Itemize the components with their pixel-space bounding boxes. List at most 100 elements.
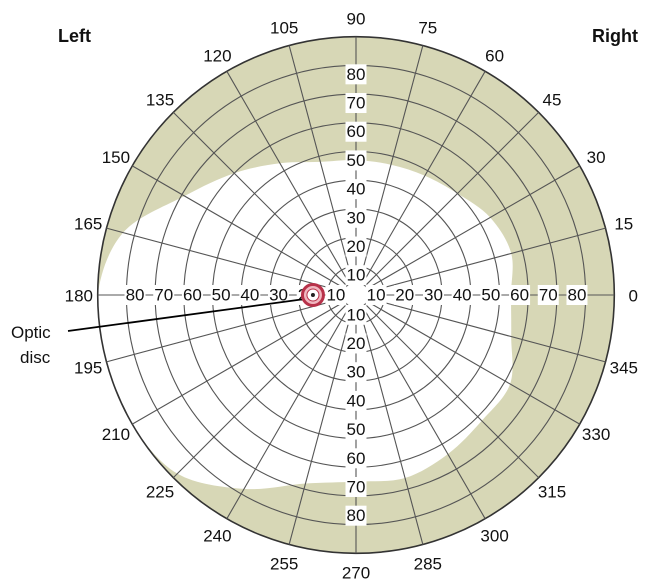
ring-label-down-20-bg — [345, 333, 367, 354]
ring-label-left-40: 40 — [240, 286, 259, 305]
ring-label-down-20: 20 — [347, 334, 366, 353]
ring-label-right-20-bg — [394, 285, 416, 305]
ring-label-down-40: 40 — [347, 391, 366, 410]
angle-label-180: 180 — [65, 287, 93, 306]
spoke-225 — [172, 303, 348, 479]
angle-label-285: 285 — [414, 554, 442, 573]
ring-label-right-70: 70 — [539, 286, 558, 305]
ring-label-up-60: 60 — [347, 122, 366, 141]
ring-label-up-50-bg — [345, 150, 367, 171]
ring-label-right-40: 40 — [453, 286, 472, 305]
angle-label-15: 15 — [614, 215, 633, 234]
ring-label-up-20: 20 — [347, 237, 366, 256]
ring-label-right-80-bg — [566, 285, 588, 305]
optic-disc — [300, 283, 325, 307]
ring-label-left-50: 50 — [212, 286, 231, 305]
ring-label-up-10: 10 — [347, 266, 366, 285]
ring-label-right-20: 20 — [395, 286, 414, 305]
ring-label-right-70-bg — [537, 285, 559, 305]
angle-label-105: 105 — [270, 19, 298, 38]
angle-label-60: 60 — [485, 46, 504, 65]
ring-label-left-50-bg — [210, 285, 232, 305]
ring-label-left-40-bg — [239, 285, 261, 305]
spoke-255 — [288, 307, 354, 545]
angle-label-90: 90 — [347, 9, 366, 28]
fixation-point — [342, 281, 370, 309]
ring-label-left-80: 80 — [126, 286, 145, 305]
spoke-195 — [106, 297, 344, 363]
ring-label-right-50-bg — [480, 285, 502, 305]
ring-label-down-30: 30 — [347, 363, 366, 382]
ring-label-left-60-bg — [181, 285, 203, 305]
angle-label-345: 345 — [610, 358, 638, 377]
ring-label-up-70-bg — [345, 93, 367, 114]
ring-label-down-10: 10 — [347, 305, 366, 324]
angle-label-0: 0 — [628, 287, 637, 306]
optic-disc-label-line1: Optic — [11, 323, 51, 342]
spoke-135 — [172, 111, 348, 287]
spoke-120 — [226, 71, 350, 285]
ring-label-left-60: 60 — [183, 286, 202, 305]
angle-label-225: 225 — [146, 483, 174, 502]
optic-disc-center — [310, 293, 315, 297]
optic-disc-label-line2: disc — [20, 348, 51, 367]
angle-labels: 0 15 30 45 60 75 90 105 120 135 150 165 180 195 210 225… — [65, 9, 638, 582]
spoke-240 — [226, 305, 350, 519]
spoke-105 — [288, 45, 354, 283]
ring-label-down-80: 80 — [347, 506, 366, 525]
ring-label-up-40-bg — [345, 179, 367, 200]
ring-label-down-80-bg — [345, 505, 367, 526]
ring-label-up-80: 80 — [347, 65, 366, 84]
ring-label-up-20-bg — [345, 236, 367, 257]
spoke-15 — [368, 227, 606, 293]
ring-label-up-40: 40 — [347, 180, 366, 199]
ring-label-left-10-bg — [325, 285, 347, 305]
angle-label-45: 45 — [543, 91, 562, 110]
ring-label-up-60-bg — [345, 121, 367, 142]
spoke-45 — [364, 111, 540, 287]
ring-label-down-70-bg — [345, 476, 367, 497]
angle-label-75: 75 — [418, 19, 437, 38]
angle-label-315: 315 — [538, 483, 566, 502]
ring-label-left-30: 30 — [269, 286, 288, 305]
ring-label-up-10-bg — [345, 265, 367, 286]
spoke-60 — [362, 71, 486, 285]
spoke-330 — [366, 301, 580, 425]
right-eye-label: Right — [592, 26, 638, 46]
ring-label-right-10-bg — [365, 285, 387, 305]
ring-label-down-10-bg — [345, 304, 367, 325]
angle-label-120: 120 — [203, 46, 231, 65]
ring-label-right-30: 30 — [424, 286, 443, 305]
ring-label-down-50: 50 — [347, 420, 366, 439]
ring-label-up-50: 50 — [347, 151, 366, 170]
ring-label-down-70: 70 — [347, 477, 366, 496]
optic-disc-leader-line — [67, 298, 306, 332]
spoke-75 — [358, 45, 424, 283]
ring-label-up-70: 70 — [347, 94, 366, 113]
angle-label-300: 300 — [480, 527, 508, 546]
ring-label-down-60: 60 — [347, 449, 366, 468]
ring-label-right-50: 50 — [481, 286, 500, 305]
ring-label-left-70-bg — [153, 285, 175, 305]
ring-label-down-30-bg — [345, 362, 367, 383]
optic-disc-callout: Optic disc — [11, 298, 306, 367]
ring-label-right-60: 60 — [510, 286, 529, 305]
ring-label-right-10: 10 — [367, 286, 386, 305]
ring-label-up-80-bg — [345, 64, 367, 85]
spoke-165 — [106, 227, 344, 293]
angle-label-195: 195 — [74, 358, 102, 377]
ring-label-right-40-bg — [451, 285, 473, 305]
spoke-30 — [366, 165, 580, 289]
ring-label-left-10: 10 — [326, 286, 345, 305]
ring-label-down-40-bg — [345, 390, 367, 411]
spoke-345 — [368, 297, 606, 363]
spoke-285 — [358, 307, 424, 545]
ring-label-up-30: 30 — [347, 208, 366, 227]
angle-label-135: 135 — [146, 91, 174, 110]
angle-label-240: 240 — [203, 527, 231, 546]
ring-label-right-30-bg — [422, 285, 444, 305]
angle-label-330: 330 — [582, 425, 610, 444]
ring-label-down-50-bg — [345, 419, 367, 440]
spoke-315 — [364, 303, 540, 479]
